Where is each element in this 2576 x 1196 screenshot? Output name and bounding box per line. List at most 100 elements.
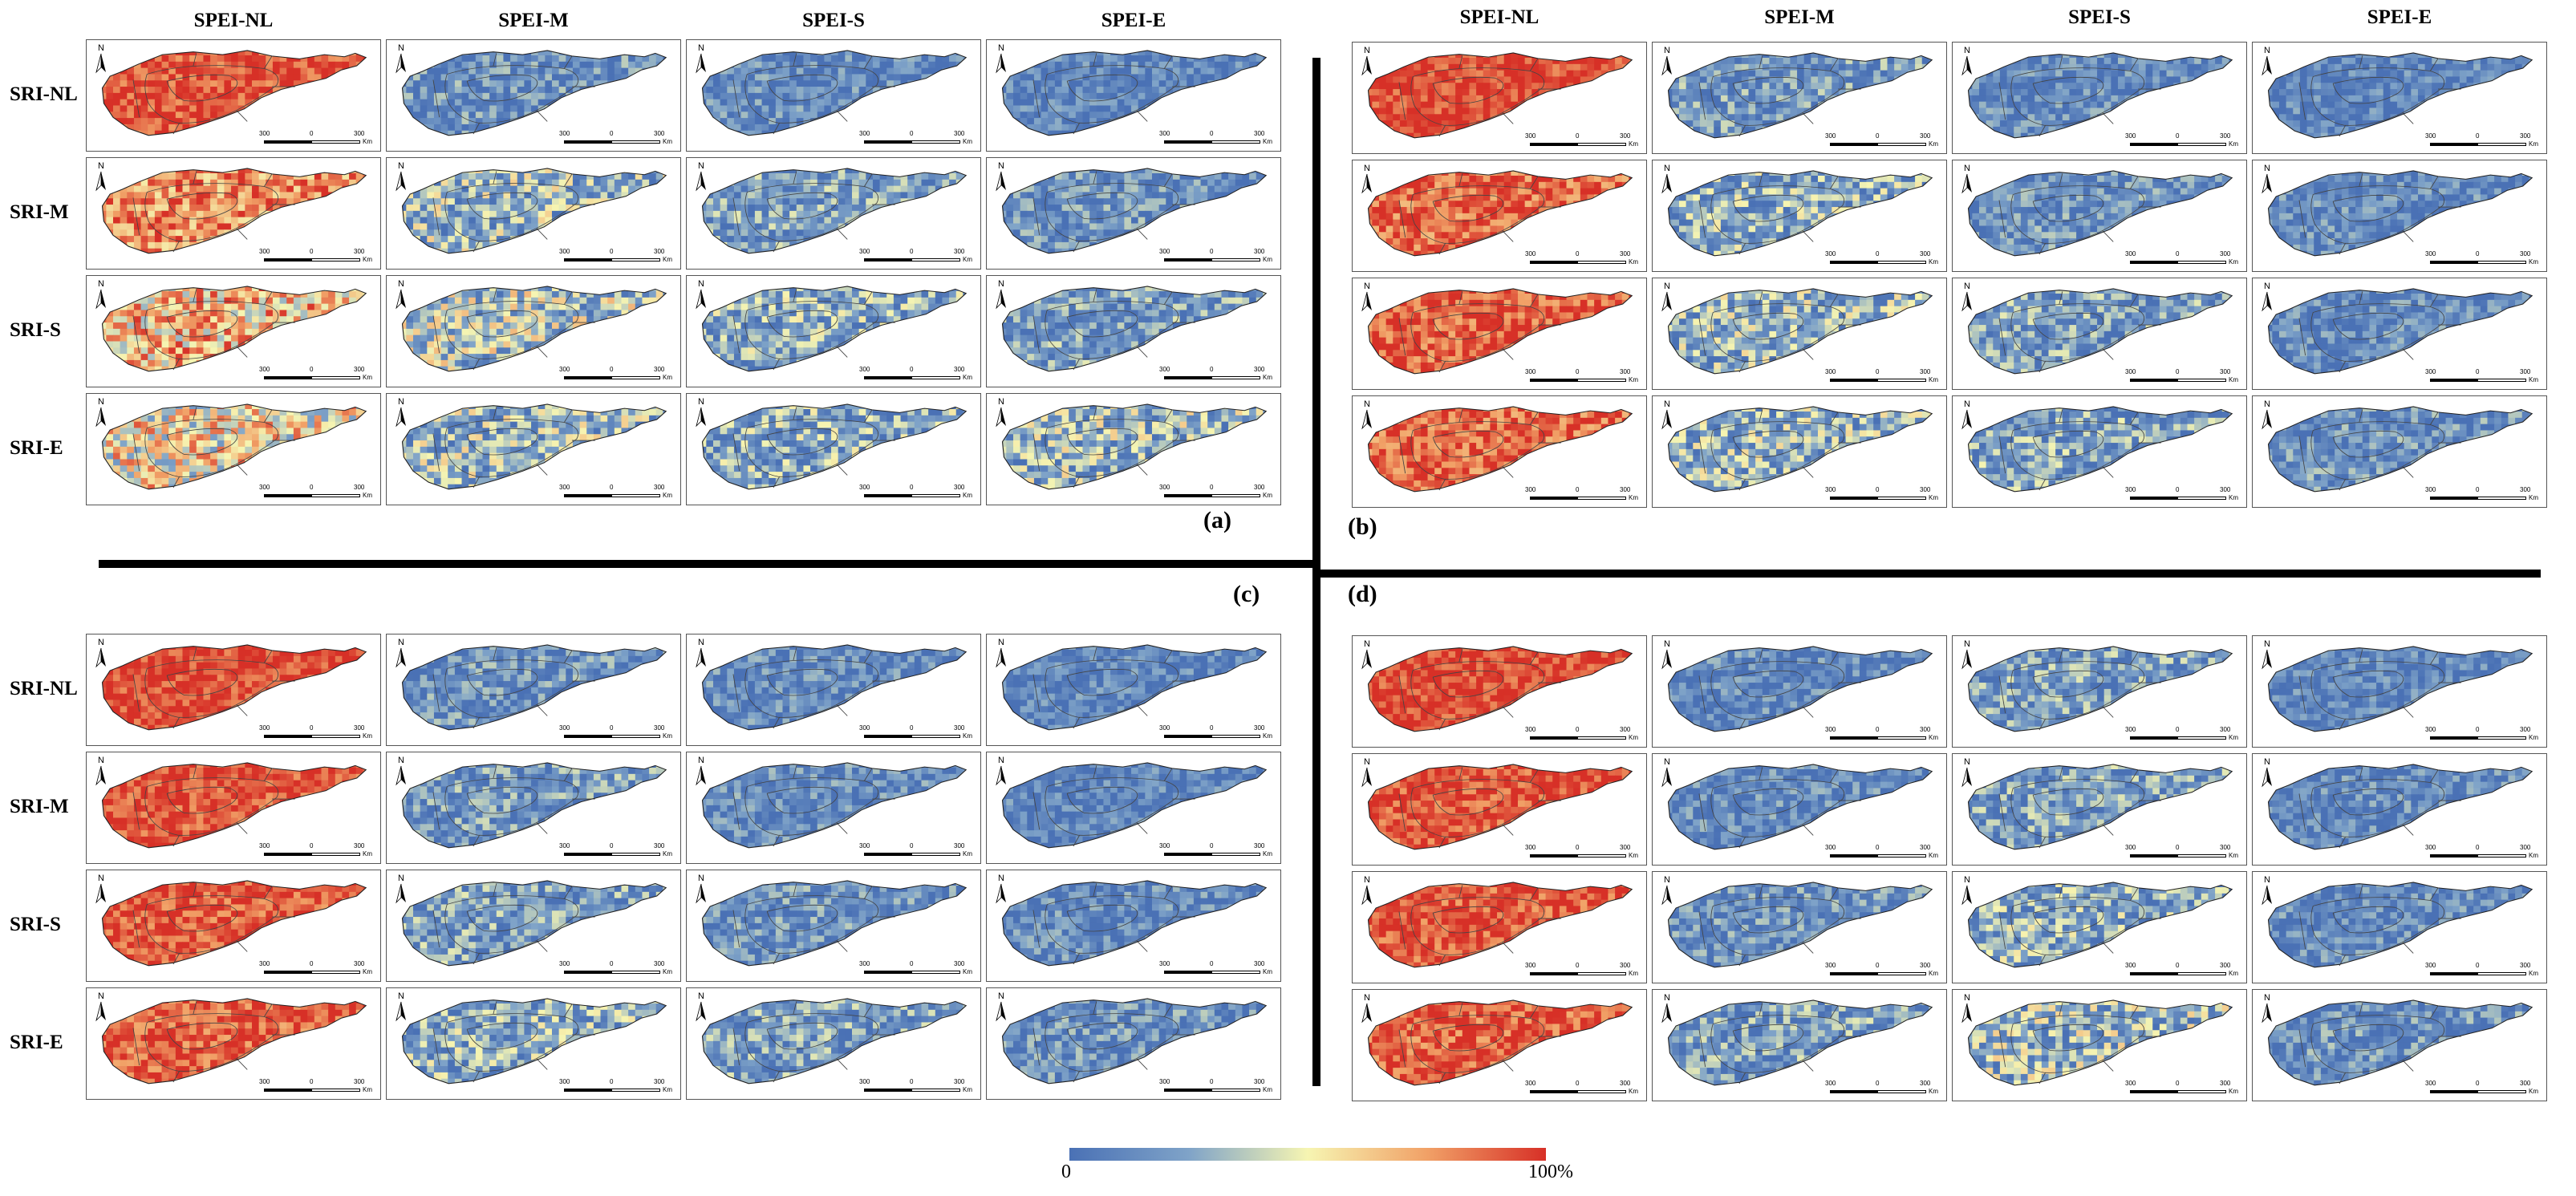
scale-bar-graphic	[264, 140, 360, 144]
north-arrow-icon	[1961, 767, 1972, 788]
scale-bar-graphic	[1830, 1090, 1926, 1093]
scale-label: 300	[2425, 1080, 2436, 1087]
north-arrow: N	[395, 161, 408, 192]
probability-map	[1367, 170, 1633, 257]
scale-label: 0	[310, 842, 313, 849]
north-arrow-label: N	[1361, 282, 1373, 291]
scale-bar: 300 0 300 Km	[259, 366, 372, 383]
map-panel: N 300 0 300 Km	[1352, 871, 1647, 983]
scale-unit: Km	[2529, 376, 2538, 383]
map-panel: N 300 0 300 Km	[1652, 278, 1947, 390]
scale-unit: Km	[963, 138, 972, 145]
scale-label: 0	[910, 1078, 913, 1085]
north-arrow-label: N	[995, 43, 1008, 53]
map-panel: N 300 0 300 Km	[1652, 871, 1947, 983]
scale-label: 0	[2176, 368, 2179, 375]
north-arrow-icon	[2262, 55, 2272, 76]
north-arrow: N	[95, 756, 108, 786]
scale-unit: Km	[2529, 140, 2538, 148]
scale-label: 300	[1159, 366, 1170, 373]
map-panel: N 300 0 300 Km	[1952, 160, 2247, 272]
north-arrow-label: N	[2261, 164, 2274, 173]
scale-label: 300	[654, 130, 664, 137]
scale-bar: 300 0 300 Km	[259, 960, 372, 978]
scale-label: 300	[1920, 844, 1930, 851]
north-arrow-label: N	[2261, 399, 2274, 409]
scale-bar-graphic	[864, 735, 960, 738]
scale-bar: 300 0 300 Km	[559, 484, 672, 501]
scale-bar-graphic	[2430, 379, 2526, 382]
north-arrow-icon	[696, 171, 706, 192]
probability-map	[1667, 882, 1933, 968]
scale-bar: 300 0 300 Km	[2125, 1080, 2238, 1097]
north-arrow-label: N	[1361, 164, 1373, 173]
north-arrow-label: N	[395, 756, 408, 765]
map-panel: N 300 0 300 Km	[2252, 278, 2547, 390]
scale-label: 0	[1576, 132, 1579, 140]
scale-unit: Km	[2229, 970, 2238, 977]
scale-bar-graphic	[1830, 379, 1926, 382]
map-panel: N 300 0 300 Km	[986, 987, 1281, 1100]
north-arrow: N	[1361, 46, 1373, 76]
map-panel: N 300 0 300 Km	[1652, 635, 1947, 748]
scale-label: 0	[910, 960, 913, 967]
scale-bar: 300 0 300 Km	[1159, 484, 1272, 501]
probability-map	[101, 998, 367, 1085]
scale-bar: 300 0 300 Km	[2425, 726, 2538, 744]
north-arrow: N	[1361, 639, 1373, 670]
scale-unit: Km	[2529, 852, 2538, 859]
scale-label: 0	[1876, 368, 1879, 375]
scale-label: 300	[1159, 842, 1170, 849]
map-panel: N 300 0 300 Km	[2252, 160, 2547, 272]
quadrant-label: (b)	[1348, 513, 1377, 541]
north-arrow-label: N	[1661, 639, 1673, 649]
north-arrow: N	[395, 397, 408, 428]
map-panel: N 300 0 300 Km	[86, 987, 381, 1100]
north-arrow-icon	[1661, 173, 1672, 194]
scale-bar: 300 0 300 Km	[259, 842, 372, 860]
north-arrow-label: N	[2261, 46, 2274, 55]
column-header: SPEI-NL	[1379, 6, 1620, 29]
probability-map	[101, 762, 367, 849]
north-arrow-label: N	[995, 991, 1008, 1001]
probability-map	[101, 880, 367, 967]
scale-label: 300	[1620, 250, 1630, 257]
scale-bar-graphic	[1830, 972, 1926, 975]
scale-bar: 300 0 300 Km	[559, 960, 672, 978]
scale-label: 0	[610, 724, 613, 732]
scale-label: 300	[654, 248, 664, 255]
scale-bar: 300 0 300 Km	[1525, 250, 1638, 268]
scale-label: 300	[354, 842, 364, 849]
scale-bar-graphic	[2130, 261, 2226, 264]
scale-bar-graphic	[564, 1089, 660, 1092]
scale-label: 300	[1920, 250, 1930, 257]
probability-map	[101, 403, 367, 490]
north-arrow-label: N	[95, 161, 108, 171]
scale-label: 300	[2125, 844, 2136, 851]
north-arrow-label: N	[995, 279, 1008, 289]
probability-map	[1967, 764, 2233, 850]
scale-bar-graphic	[1530, 497, 1626, 500]
scale-label: 300	[2125, 1080, 2136, 1087]
scale-label: 300	[859, 248, 870, 255]
map-panel: N 300 0 300 Km	[1652, 395, 1947, 508]
scale-unit: Km	[2229, 734, 2238, 741]
scale-unit: Km	[1629, 1088, 1638, 1095]
scale-label: 300	[654, 484, 664, 491]
north-arrow-icon	[1661, 649, 1672, 670]
scale-unit: Km	[963, 256, 972, 263]
scale-unit: Km	[963, 732, 972, 740]
north-arrow-icon	[1961, 885, 1972, 906]
north-arrow-label: N	[1661, 993, 1673, 1003]
row-header: SRI-S	[10, 914, 61, 936]
scale-bar: 300 0 300 Km	[1525, 726, 1638, 744]
scale-bar-graphic	[2130, 736, 2226, 740]
scale-bar: 300 0 300 Km	[259, 248, 372, 266]
scale-label: 0	[1576, 250, 1579, 257]
scale-label: 300	[2125, 486, 2136, 493]
north-arrow-label: N	[395, 991, 408, 1001]
scale-bar-graphic	[2430, 972, 2526, 975]
scale-unit: Km	[1929, 970, 1938, 977]
scale-bar-graphic	[2430, 497, 2526, 500]
scale-bar: 300 0 300 Km	[2425, 368, 2538, 386]
